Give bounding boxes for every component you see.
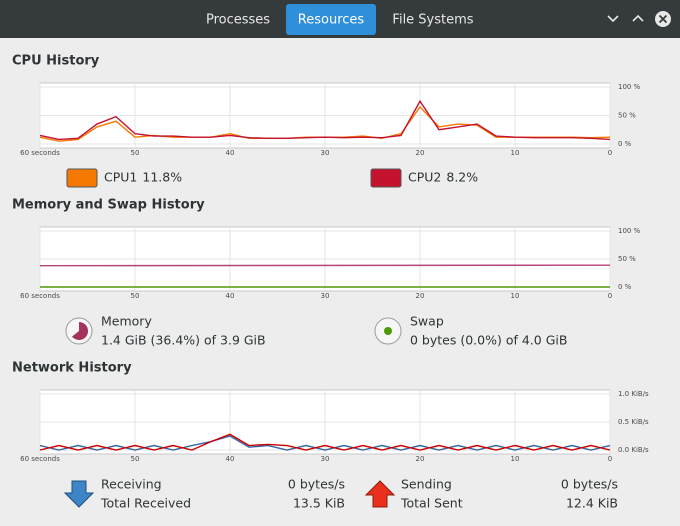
x-tick-label: 0 [608, 149, 612, 157]
sending-icon [364, 480, 396, 508]
x-tick-label: 60 seconds [20, 292, 60, 300]
x-tick-label: 30 [321, 149, 330, 157]
close-icon [658, 14, 668, 24]
usage-detail: 0 bytes (0.0%) of 4.0 GiB [410, 333, 567, 348]
x-tick-label: 30 [321, 292, 330, 300]
x-tick-label: 0 [608, 292, 612, 300]
section-title: Memory and Swap History [12, 198, 205, 213]
y-tick-label: 100 % [618, 83, 641, 91]
data-line [39, 264, 611, 267]
total-label: Total Sent [400, 496, 463, 511]
y-tick-label: 0.5 KiB/s [618, 418, 649, 426]
data-line [39, 433, 611, 451]
x-tick-label: 60 seconds [20, 455, 60, 463]
y-tick-label: 50 % [618, 112, 636, 120]
y-tick-label: 0 % [618, 283, 632, 291]
maximize-button[interactable] [632, 14, 644, 22]
x-tick-label: 50 [131, 292, 140, 300]
x-tick-label: 30 [321, 455, 330, 463]
tab-label[interactable]: File Systems [392, 13, 473, 28]
section-title: Network History [12, 361, 132, 376]
legend-swatch [66, 168, 98, 188]
legend-name: Swap [410, 314, 444, 329]
memory-icon [65, 317, 93, 345]
x-tick-label: 50 [131, 455, 140, 463]
tab-label[interactable]: Processes [206, 13, 270, 28]
data-line [39, 435, 611, 451]
swap-icon [374, 317, 402, 345]
legend-name: Sending [401, 477, 452, 492]
total-label: Total Received [100, 496, 191, 511]
x-tick-label: 10 [511, 455, 520, 463]
window-controls [607, 11, 671, 27]
x-tick-label: 10 [511, 149, 520, 157]
x-tick-label: 50 [131, 149, 140, 157]
x-tick-label: 20 [416, 455, 425, 463]
legend-name: CPU1 [104, 170, 137, 185]
tab-label[interactable]: Resources [298, 13, 365, 28]
x-tick-label: 40 [226, 292, 235, 300]
receiving-icon [63, 480, 95, 508]
section-title: CPU History [12, 54, 100, 69]
total-value: 13.5 KiB [293, 496, 345, 511]
legend-name: Memory [101, 314, 152, 329]
y-tick-label: 50 % [618, 255, 636, 263]
x-tick-label: 40 [226, 455, 235, 463]
y-tick-label: 0 % [618, 140, 632, 148]
y-tick-label: 1.0 KiB/s [618, 390, 649, 398]
total-value: 12.4 KiB [566, 496, 618, 511]
active-tab[interactable] [286, 4, 376, 35]
y-tick-label: 0.0 KiB/s [618, 446, 649, 454]
rate-value: 0 bytes/s [561, 477, 618, 492]
data-line [39, 99, 611, 141]
x-tick-label: 20 [416, 292, 425, 300]
legend-value: 11.8% [142, 170, 182, 185]
usage-detail: 1.4 GiB (36.4%) of 3.9 GiB [101, 333, 266, 348]
legend-name: Receiving [101, 477, 162, 492]
legend-name: CPU2 [408, 170, 441, 185]
legend-value: 8.2% [446, 170, 478, 185]
rate-value: 0 bytes/s [288, 477, 345, 492]
minimize-button[interactable] [607, 15, 619, 23]
y-tick-label: 100 % [618, 227, 641, 235]
x-tick-label: 10 [511, 292, 520, 300]
x-tick-label: 20 [416, 149, 425, 157]
x-tick-label: 40 [226, 149, 235, 157]
x-tick-label: 60 seconds [20, 149, 60, 157]
x-tick-label: 0 [608, 455, 612, 463]
legend-swatch [370, 168, 402, 188]
